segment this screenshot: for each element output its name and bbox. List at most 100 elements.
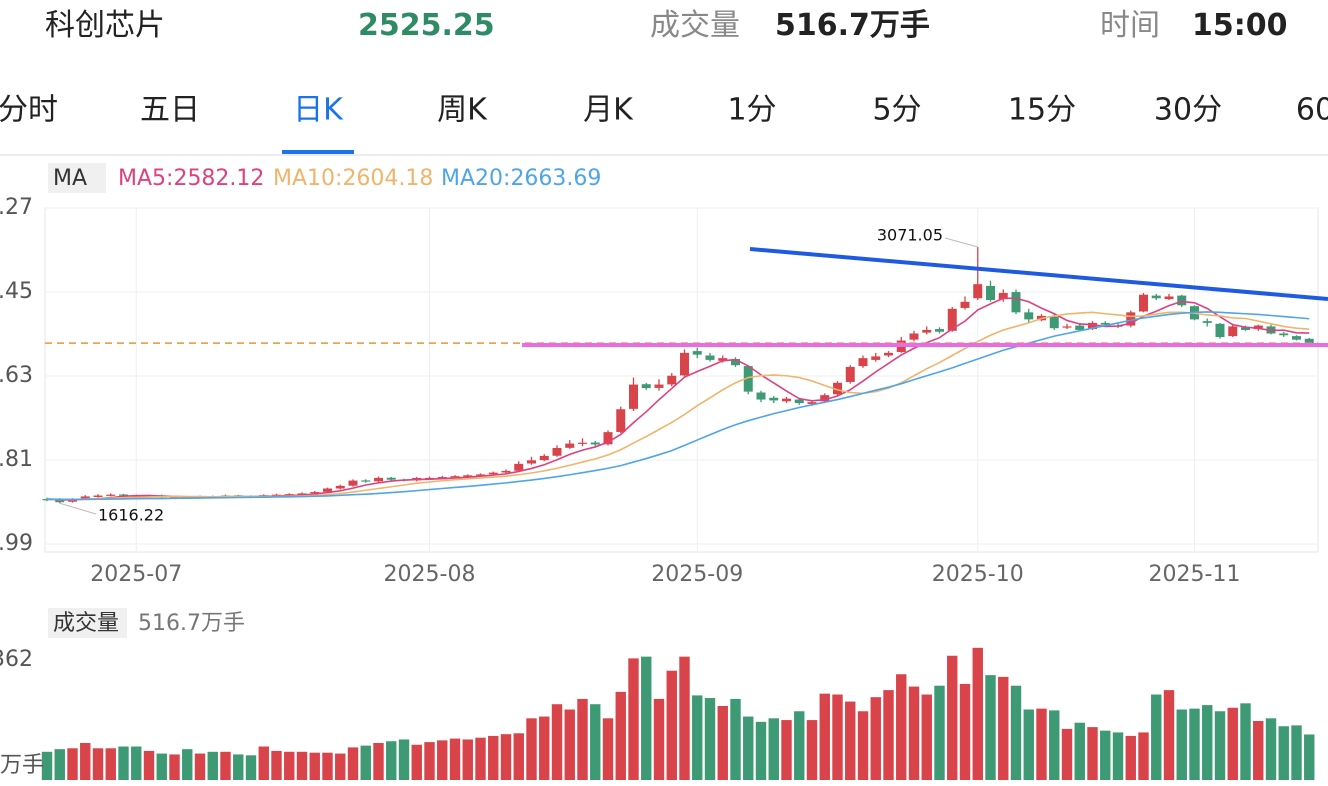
candle-body bbox=[284, 494, 294, 496]
candle-body bbox=[386, 477, 396, 480]
volume-bar bbox=[54, 749, 65, 780]
volume-bar bbox=[118, 746, 129, 780]
ma-line bbox=[46, 311, 1310, 501]
tab[interactable]: 5分 bbox=[872, 93, 921, 128]
tab[interactable]: 日K bbox=[293, 93, 344, 128]
candle-body bbox=[1292, 336, 1301, 340]
volume-bar bbox=[462, 739, 473, 780]
candle-body bbox=[935, 329, 944, 332]
candle-body bbox=[960, 301, 970, 308]
candle-body bbox=[335, 485, 345, 489]
tab[interactable]: 1分 bbox=[727, 93, 776, 128]
volume-bar bbox=[972, 647, 983, 780]
volume-bar bbox=[500, 734, 512, 780]
y-tick-label: 1362 bbox=[0, 647, 33, 672]
volume-bar bbox=[1074, 722, 1085, 780]
volume-bar bbox=[437, 740, 448, 780]
candle-body bbox=[590, 442, 600, 445]
candle-body bbox=[1304, 338, 1314, 344]
volume-bar bbox=[169, 754, 180, 780]
volume-bar bbox=[692, 695, 703, 780]
candle-body bbox=[93, 495, 103, 497]
volume-bar bbox=[182, 749, 193, 780]
volume-value: 516.7万手 bbox=[775, 8, 930, 43]
candle-body bbox=[718, 358, 728, 361]
volume-bar bbox=[1049, 710, 1060, 780]
stock-name: 科创芯片 bbox=[45, 8, 165, 43]
candle-body bbox=[629, 384, 638, 409]
tab[interactable]: 分时 bbox=[0, 93, 58, 128]
candle-body bbox=[820, 395, 830, 402]
volume-title-box bbox=[48, 608, 127, 638]
volume-bar bbox=[883, 690, 894, 780]
volume-bar bbox=[1112, 732, 1124, 780]
candle-body bbox=[922, 329, 932, 333]
candle-body bbox=[1228, 326, 1238, 337]
tab[interactable]: 月K bbox=[583, 93, 634, 128]
volume-bar bbox=[41, 751, 53, 780]
candle-body bbox=[794, 399, 804, 404]
volume-bar bbox=[1240, 703, 1251, 780]
volume-bar bbox=[628, 658, 639, 780]
volume-bar bbox=[271, 750, 282, 780]
volume-bar bbox=[870, 697, 881, 780]
max-label: 3071.05 bbox=[877, 226, 943, 245]
min-label: 1616.22 bbox=[98, 506, 164, 525]
candle-body bbox=[973, 284, 983, 299]
volume-bar bbox=[730, 698, 741, 780]
stock-price: 2525.25 bbox=[358, 8, 495, 43]
candle-body bbox=[297, 493, 307, 495]
trend-line bbox=[749, 247, 1328, 301]
tab[interactable]: 周K bbox=[437, 93, 488, 128]
candle-body bbox=[909, 333, 919, 340]
volume-bar bbox=[105, 748, 116, 780]
volume-bar bbox=[704, 698, 716, 780]
y-tick-label: 2338.63 bbox=[0, 363, 33, 388]
max-leader bbox=[944, 237, 978, 248]
volume-bar bbox=[590, 704, 601, 780]
volume-bar bbox=[857, 711, 869, 780]
volume-bar bbox=[666, 670, 677, 780]
legend-title: MA bbox=[53, 166, 87, 191]
volume-bar bbox=[934, 685, 945, 780]
candle-body bbox=[323, 488, 332, 492]
volume-title: 成交量 bbox=[53, 611, 119, 636]
tab[interactable]: 五日 bbox=[140, 93, 200, 128]
candle-body bbox=[450, 476, 460, 478]
candle-body bbox=[361, 480, 371, 482]
volume-bar bbox=[347, 747, 359, 780]
volume-bar bbox=[92, 748, 104, 780]
volume-bar bbox=[156, 753, 167, 780]
volume-bar bbox=[1291, 725, 1302, 780]
volume-bar bbox=[577, 698, 588, 780]
candle-body bbox=[1024, 312, 1034, 320]
candle-body bbox=[1151, 295, 1161, 299]
candle-body bbox=[845, 366, 855, 382]
volume-bar bbox=[309, 752, 320, 780]
y-tick-label: 2815.45 bbox=[0, 279, 33, 304]
candle-body bbox=[705, 355, 715, 360]
volume-bar bbox=[896, 674, 907, 780]
time-label: 时间 bbox=[1100, 8, 1160, 43]
candle-body bbox=[476, 474, 485, 476]
candle-body bbox=[1164, 296, 1174, 300]
candle-body bbox=[106, 494, 116, 496]
volume-bar bbox=[768, 718, 779, 780]
candle-body bbox=[1215, 323, 1225, 338]
volume-bar bbox=[1010, 685, 1022, 780]
volume-bar bbox=[743, 716, 754, 780]
grid bbox=[45, 207, 1318, 552]
volume-bar bbox=[551, 704, 563, 780]
volume-bar bbox=[80, 742, 91, 780]
volume-bar bbox=[1227, 707, 1238, 780]
tab[interactable]: 60 bbox=[1296, 93, 1328, 128]
volume-bar bbox=[1151, 694, 1162, 780]
x-tick-label: 2025-09 bbox=[651, 562, 743, 587]
tab[interactable]: 15分 bbox=[1008, 93, 1076, 128]
tab[interactable]: 30分 bbox=[1154, 93, 1222, 128]
candle-body bbox=[667, 375, 677, 385]
volume-bar bbox=[398, 739, 410, 780]
candle-body bbox=[1139, 294, 1148, 312]
volume-bar bbox=[131, 746, 142, 780]
